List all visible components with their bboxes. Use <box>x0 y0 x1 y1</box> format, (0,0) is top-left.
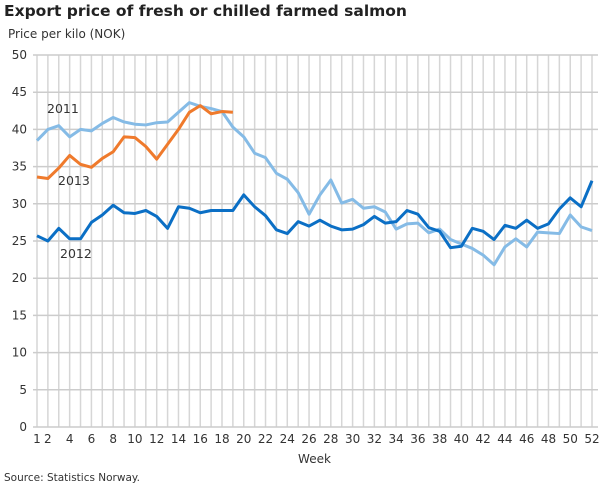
source-note: Source: Statistics Norway. <box>4 472 140 484</box>
chart-title: Export price of fresh or chilled farmed … <box>4 2 407 20</box>
series-label-2013: 2013 <box>58 173 90 188</box>
series-line-2013 <box>36 104 233 181</box>
x-tick-label: 42 <box>476 432 491 446</box>
x-tick-label: 10 <box>127 432 142 446</box>
y-tick-label: 50 <box>12 48 27 62</box>
x-tick-label: 50 <box>563 432 578 446</box>
x-tick-label: 44 <box>497 432 512 446</box>
x-tick-label: 36 <box>410 432 425 446</box>
y-tick-label: 30 <box>12 197 27 211</box>
y-tick-label: 25 <box>12 234 27 248</box>
x-tick-label: 22 <box>258 432 273 446</box>
x-axis-label: Week <box>298 452 331 466</box>
y-axis-label: Price per kilo (NOK) <box>8 27 126 41</box>
x-tick-label: 32 <box>367 432 382 446</box>
x-tick-label: 30 <box>345 432 360 446</box>
x-tick-label: 34 <box>388 432 403 446</box>
x-tick-label: 38 <box>432 432 447 446</box>
y-tick-label: 35 <box>12 160 27 174</box>
x-tick-label: 26 <box>301 432 316 446</box>
x-tick-label: 14 <box>171 432 186 446</box>
y-tick-label: 10 <box>12 346 27 360</box>
x-tick-label: 16 <box>193 432 208 446</box>
x-tick-label: 24 <box>280 432 295 446</box>
x-tick-label: 6 <box>88 432 96 446</box>
y-tick-label: 45 <box>12 85 27 99</box>
x-tick-label: 12 <box>149 432 164 446</box>
y-tick-label: 20 <box>12 271 27 285</box>
y-tick-label: 40 <box>12 122 27 136</box>
series-label-2011: 2011 <box>47 101 79 116</box>
x-tick-label: 8 <box>109 432 117 446</box>
x-tick-label: 1 <box>33 432 41 446</box>
series-line-2011 <box>35 101 593 267</box>
x-tick-label: 28 <box>323 432 338 446</box>
x-tick-label: 40 <box>454 432 469 446</box>
x-tick-label: 52 <box>584 432 599 446</box>
series-label-2012: 2012 <box>60 246 92 261</box>
y-tick-label: 15 <box>12 308 27 322</box>
x-tick-label: 2 <box>44 432 52 446</box>
series-line-2012 <box>36 180 594 250</box>
x-tick-label: 46 <box>519 432 534 446</box>
x-tick-label: 4 <box>66 432 74 446</box>
x-tick-label: 20 <box>236 432 251 446</box>
y-tick-label: 0 <box>19 420 27 434</box>
x-tick-label: 18 <box>214 432 229 446</box>
x-tick-label: 48 <box>541 432 556 446</box>
y-tick-label: 5 <box>19 383 27 397</box>
